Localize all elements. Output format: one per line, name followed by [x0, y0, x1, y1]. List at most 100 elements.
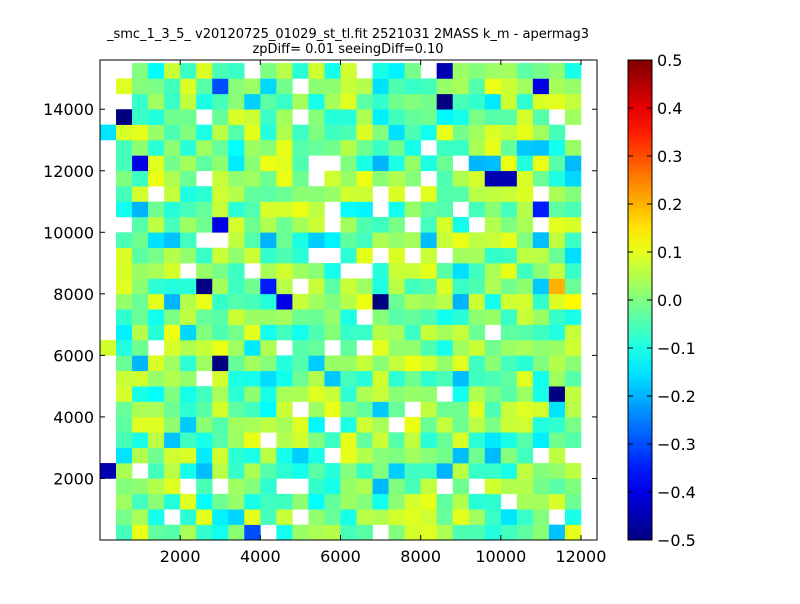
heatmap-cell	[532, 386, 550, 402]
heatmap-cell	[500, 340, 518, 356]
heatmap-cell	[516, 509, 534, 525]
heatmap-cell	[180, 278, 197, 295]
heatmap-cell	[164, 324, 181, 341]
heatmap-cell	[308, 78, 325, 95]
heatmap-cell	[340, 509, 357, 525]
heatmap-cell	[132, 201, 149, 218]
heatmap-cell	[148, 201, 165, 218]
heatmap-cell	[420, 186, 437, 202]
heatmap-cell	[196, 93, 213, 110]
x-tick-label: 4000	[240, 547, 281, 566]
heatmap-cell	[292, 355, 309, 372]
heatmap-cell	[260, 416, 277, 433]
x-tick-label: 10000	[475, 547, 526, 566]
heatmap-cell	[100, 124, 117, 141]
heatmap-cell	[420, 509, 437, 525]
heatmap-cell	[180, 293, 197, 310]
heatmap-cell	[244, 463, 261, 479]
heatmap-cell	[228, 278, 245, 295]
heatmap-cell	[164, 386, 181, 402]
heatmap-cell	[196, 278, 213, 295]
heatmap-cell	[484, 186, 502, 202]
heatmap-cell	[452, 278, 470, 295]
heatmap-cell	[452, 463, 470, 479]
heatmap-cell	[260, 493, 277, 510]
heatmap-cell	[292, 263, 309, 279]
heatmap-cell	[212, 63, 229, 79]
heatmap-cell	[260, 155, 277, 172]
heatmap-cell	[116, 186, 133, 202]
heatmap-cell	[116, 109, 133, 125]
heatmap-cell	[292, 416, 309, 433]
heatmap-cell	[564, 216, 582, 233]
heatmap-cell	[420, 124, 437, 141]
heatmap-cell	[100, 463, 117, 479]
heatmap-cell	[164, 216, 181, 233]
heatmap-cell	[516, 401, 534, 418]
heatmap-cell	[452, 416, 470, 433]
heatmap-cell	[436, 109, 454, 125]
heatmap-cell	[356, 524, 373, 541]
heatmap-cell	[372, 478, 389, 495]
heatmap-cell	[308, 432, 325, 448]
heatmap-cell	[436, 186, 454, 202]
heatmap-cell	[308, 370, 325, 387]
heatmap-cell	[276, 463, 293, 479]
heatmap-cell	[228, 155, 245, 172]
colorbar-tick-label: −0.2	[657, 387, 696, 406]
heatmap-cell	[548, 432, 566, 448]
heatmap-cell	[484, 293, 502, 310]
heatmap-cell	[516, 355, 534, 372]
heatmap-cell	[564, 478, 582, 495]
heatmap-cell	[564, 493, 582, 510]
heatmap-cell	[404, 170, 421, 187]
heatmap-cell	[164, 124, 181, 141]
heatmap-cell	[148, 401, 165, 418]
heatmap-cell	[500, 247, 518, 264]
colorbar: 0.5 0.4 0.3 0.2 0.1 0.0 −0.1 −0.2 −0.3 −0.4 −0.5	[627, 51, 696, 550]
heatmap-cell	[436, 324, 454, 341]
heatmap-cell	[244, 447, 261, 464]
heatmap-cell	[228, 463, 245, 479]
heatmap-cell	[372, 355, 389, 372]
heatmap-cell	[260, 247, 277, 264]
heatmap-cell	[532, 140, 550, 156]
heatmap-cell	[436, 170, 454, 187]
heatmap-cell	[116, 278, 133, 295]
heatmap-cell	[244, 109, 261, 125]
heatmap-cell	[404, 293, 421, 310]
heatmap-cell	[340, 309, 357, 325]
heatmap-cell	[212, 370, 229, 387]
y-tick-label: 8000	[53, 285, 94, 304]
heatmap-cell	[260, 170, 277, 187]
heatmap-cell	[164, 155, 181, 172]
heatmap-cell	[420, 340, 437, 356]
heatmap-cell	[276, 416, 293, 433]
heatmap-cell	[404, 416, 421, 433]
heatmap-cell	[388, 432, 405, 448]
heatmap-cell	[532, 309, 550, 325]
heatmap-cell	[132, 524, 149, 541]
heatmap-cell	[468, 447, 486, 464]
heatmap-cell	[276, 232, 293, 248]
heatmap-cell	[548, 401, 566, 418]
colorbar-tick-label: −0.4	[657, 483, 696, 502]
heatmap-cell	[548, 355, 566, 372]
heatmap-cell	[436, 401, 454, 418]
heatmap-cell	[244, 309, 261, 325]
heatmap-cell	[484, 109, 502, 125]
heatmap-cell	[244, 124, 261, 141]
heatmap-cell	[212, 493, 229, 510]
heatmap-cell	[388, 278, 405, 295]
heatmap-cell	[212, 170, 229, 187]
heatmap-cell	[500, 478, 518, 495]
heatmap-cell	[452, 432, 470, 448]
heatmap-cell	[468, 247, 486, 264]
heatmap-cell	[420, 293, 437, 310]
heatmap-cell	[452, 355, 470, 372]
heatmap-cell	[132, 63, 149, 79]
heatmap-cell	[276, 447, 293, 464]
heatmap-cell	[516, 155, 534, 172]
heatmap-cell	[196, 493, 213, 510]
